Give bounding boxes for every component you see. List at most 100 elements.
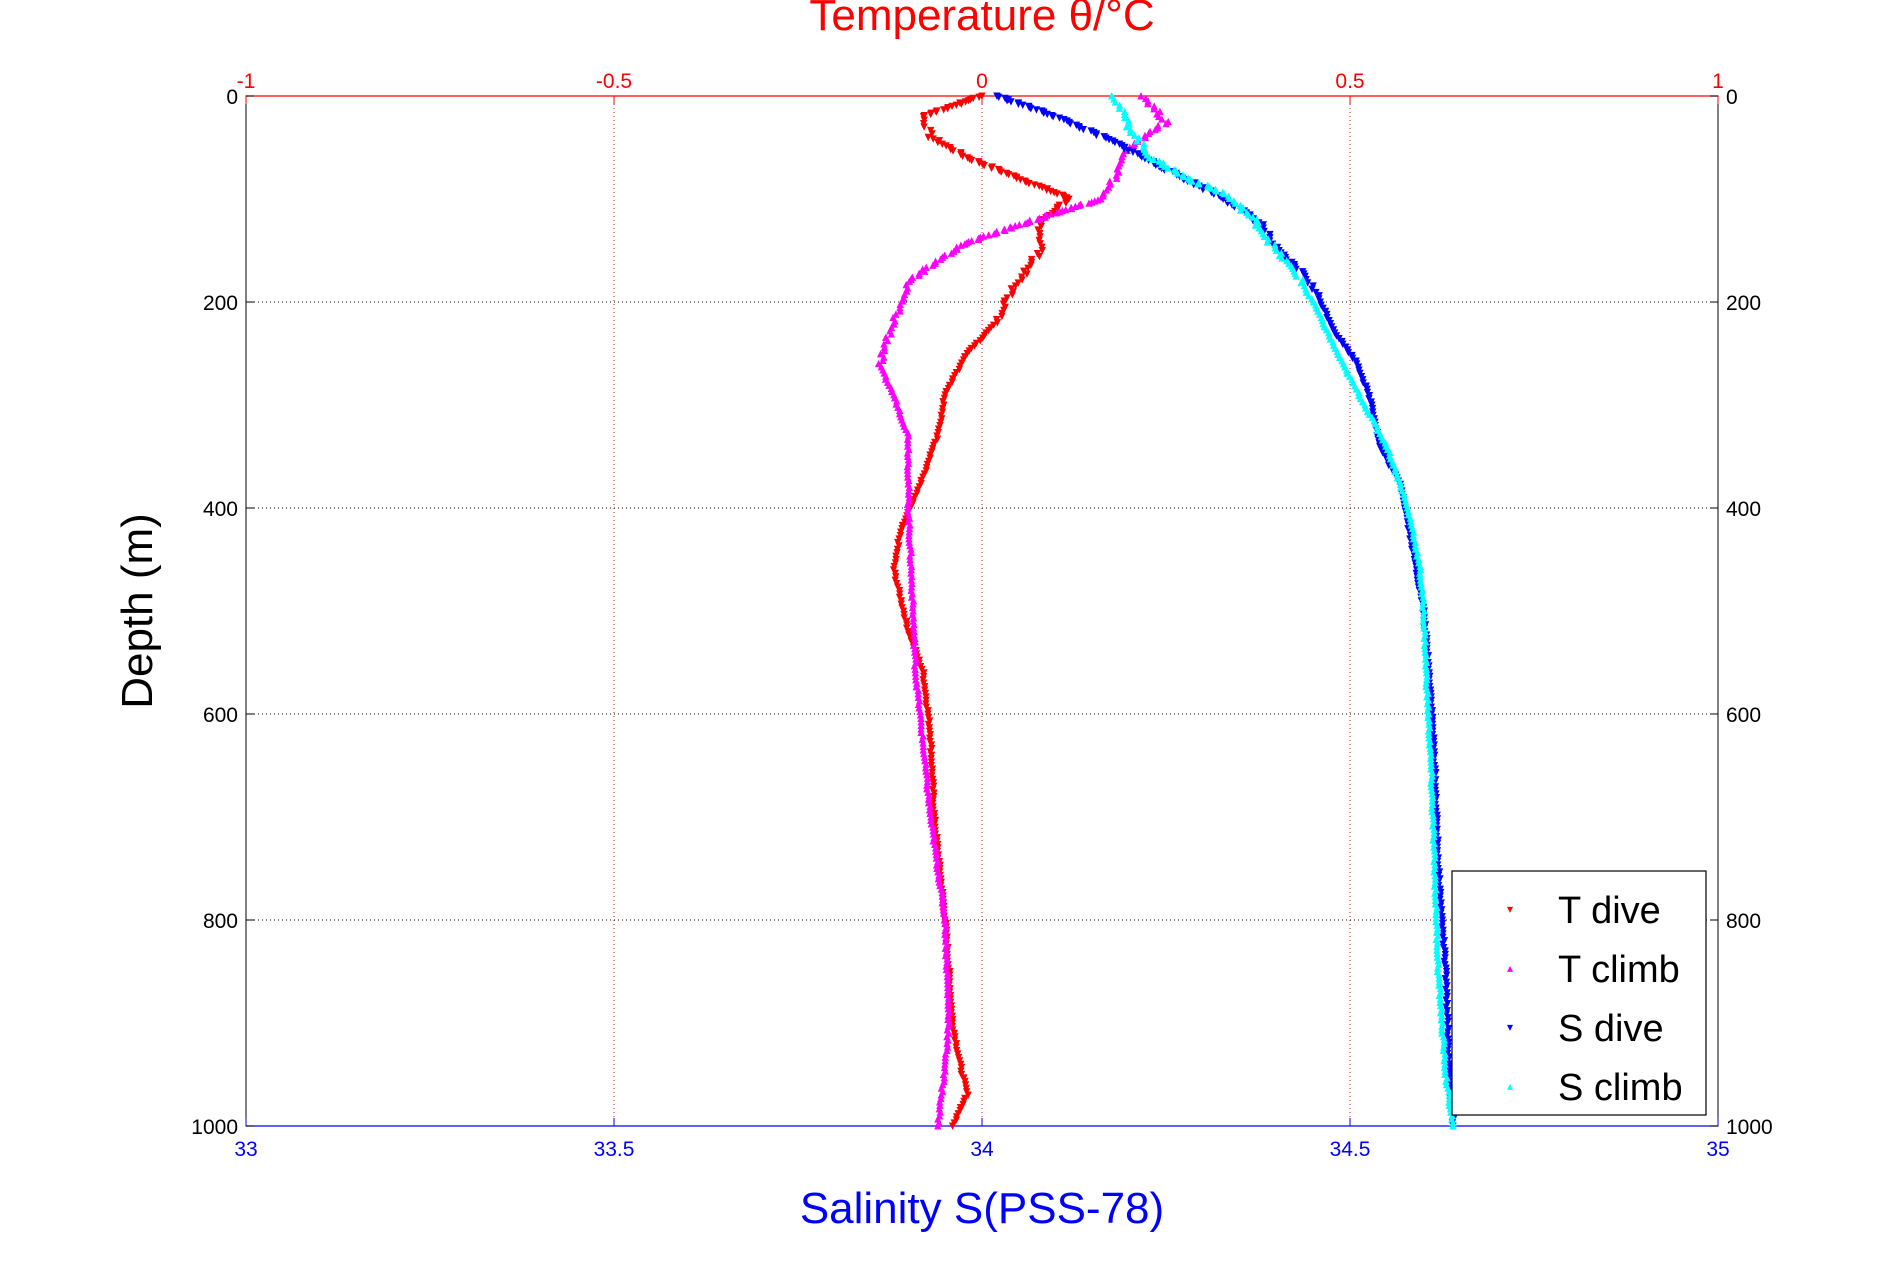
salinity-axis-title: Salinity S(PSS-78) <box>800 1184 1164 1233</box>
salinity-tick-label: 33.5 <box>594 1138 635 1161</box>
data-point <box>1225 194 1234 203</box>
data-point <box>1015 220 1024 229</box>
data-point <box>1249 213 1257 221</box>
data-point <box>1150 155 1158 164</box>
data-point <box>1004 171 1013 179</box>
data-point <box>1019 101 1027 110</box>
depth-tick-label-right: 0 <box>1726 86 1738 109</box>
salinity-tick-label: 33 <box>234 1138 257 1161</box>
data-point <box>1443 992 1451 1001</box>
data-point <box>936 255 945 263</box>
data-point <box>1025 180 1033 188</box>
depth-tick-label-right: 400 <box>1726 498 1761 521</box>
data-point <box>1378 435 1387 444</box>
data-point <box>1150 105 1158 113</box>
data-point <box>1444 1028 1452 1036</box>
depth-tick-label-left: 200 <box>203 292 238 315</box>
data-point <box>1260 232 1268 240</box>
data-point <box>1449 1122 1457 1130</box>
data-point <box>1443 1007 1451 1015</box>
legend-marker-t-climb: ▴ <box>1507 961 1513 975</box>
legend-item-t-dive: ▾ T dive <box>1507 890 1661 932</box>
data-point <box>1112 174 1121 182</box>
data-point <box>1151 125 1159 134</box>
data-point <box>947 249 956 257</box>
salinity-tick-label: 34 <box>970 1138 994 1161</box>
data-point <box>1297 278 1305 287</box>
legend-label-s-climb: S climb <box>1558 1067 1683 1109</box>
temperature-tick-label: 0 <box>976 70 988 93</box>
data-point <box>1052 209 1061 217</box>
legend-label-s-dive: S dive <box>1558 1008 1664 1050</box>
data-point <box>1130 131 1139 139</box>
legend-item-s-climb: ▴ S climb <box>1507 1067 1683 1109</box>
data-point <box>940 106 948 114</box>
data-point <box>1292 272 1300 280</box>
data-point <box>1158 115 1166 123</box>
data-point <box>1144 129 1153 138</box>
data-point <box>997 168 1005 176</box>
data-point <box>1141 133 1149 142</box>
data-point <box>998 312 1006 321</box>
data-point <box>1188 177 1196 185</box>
legend-label-t-climb: T climb <box>1558 949 1680 991</box>
data-point <box>1007 98 1015 106</box>
data-point <box>1164 164 1172 172</box>
data-point <box>1102 186 1111 194</box>
data-point <box>1062 199 1070 207</box>
data-point <box>1443 1031 1451 1040</box>
data-point <box>949 147 957 155</box>
data-point <box>1144 99 1152 108</box>
depth-tick-label-right: 200 <box>1726 292 1761 315</box>
data-point <box>1305 291 1313 300</box>
data-point <box>975 93 983 102</box>
data-point <box>1145 153 1153 162</box>
legend-item-s-dive: ▾ S dive <box>1507 1008 1664 1050</box>
legend-marker-s-dive: ▾ <box>1507 1020 1513 1034</box>
data-point <box>1236 206 1245 214</box>
data-point <box>1133 137 1141 145</box>
data-point <box>1442 978 1451 987</box>
data-point <box>1008 291 1017 299</box>
data-point <box>1047 210 1055 218</box>
data-point <box>920 267 929 275</box>
series-s-climb <box>1108 92 1457 1130</box>
depth-tick-label-left: 0 <box>226 86 238 109</box>
legend-label-t-dive: T dive <box>1558 890 1661 932</box>
data-point <box>1251 221 1260 229</box>
data-point <box>1137 92 1145 100</box>
data-point <box>1032 106 1041 114</box>
data-point <box>915 271 923 279</box>
data-point <box>1079 125 1087 134</box>
data-point <box>1442 967 1451 976</box>
data-point <box>1126 128 1135 137</box>
data-point <box>1442 996 1450 1004</box>
data-point <box>1034 215 1042 223</box>
data-point <box>987 164 996 172</box>
legend: ▾ T dive ▴ T climb ▾ S dive ▴ S climb <box>1451 870 1707 1116</box>
data-point <box>883 336 892 345</box>
grid <box>246 96 1718 1126</box>
data-point <box>1441 985 1450 994</box>
data-point <box>1122 123 1131 131</box>
data-point <box>1263 238 1272 246</box>
data-point <box>1007 224 1016 232</box>
data-point <box>874 359 883 368</box>
data-point <box>1115 104 1124 112</box>
data-point <box>1066 120 1074 128</box>
data-point <box>985 231 993 239</box>
data-point <box>880 346 889 355</box>
data-point <box>1244 211 1253 219</box>
data-point <box>1180 172 1188 181</box>
data-point <box>1155 112 1163 121</box>
data-point <box>980 162 988 170</box>
data-point <box>1035 252 1044 261</box>
data-point <box>948 1122 957 1130</box>
depth-tick-label-left: 800 <box>203 910 238 933</box>
data-point <box>1001 226 1009 234</box>
data-point <box>1278 254 1286 262</box>
data-point <box>1053 190 1061 198</box>
data-point <box>995 93 1003 102</box>
data-point <box>1433 811 1441 820</box>
